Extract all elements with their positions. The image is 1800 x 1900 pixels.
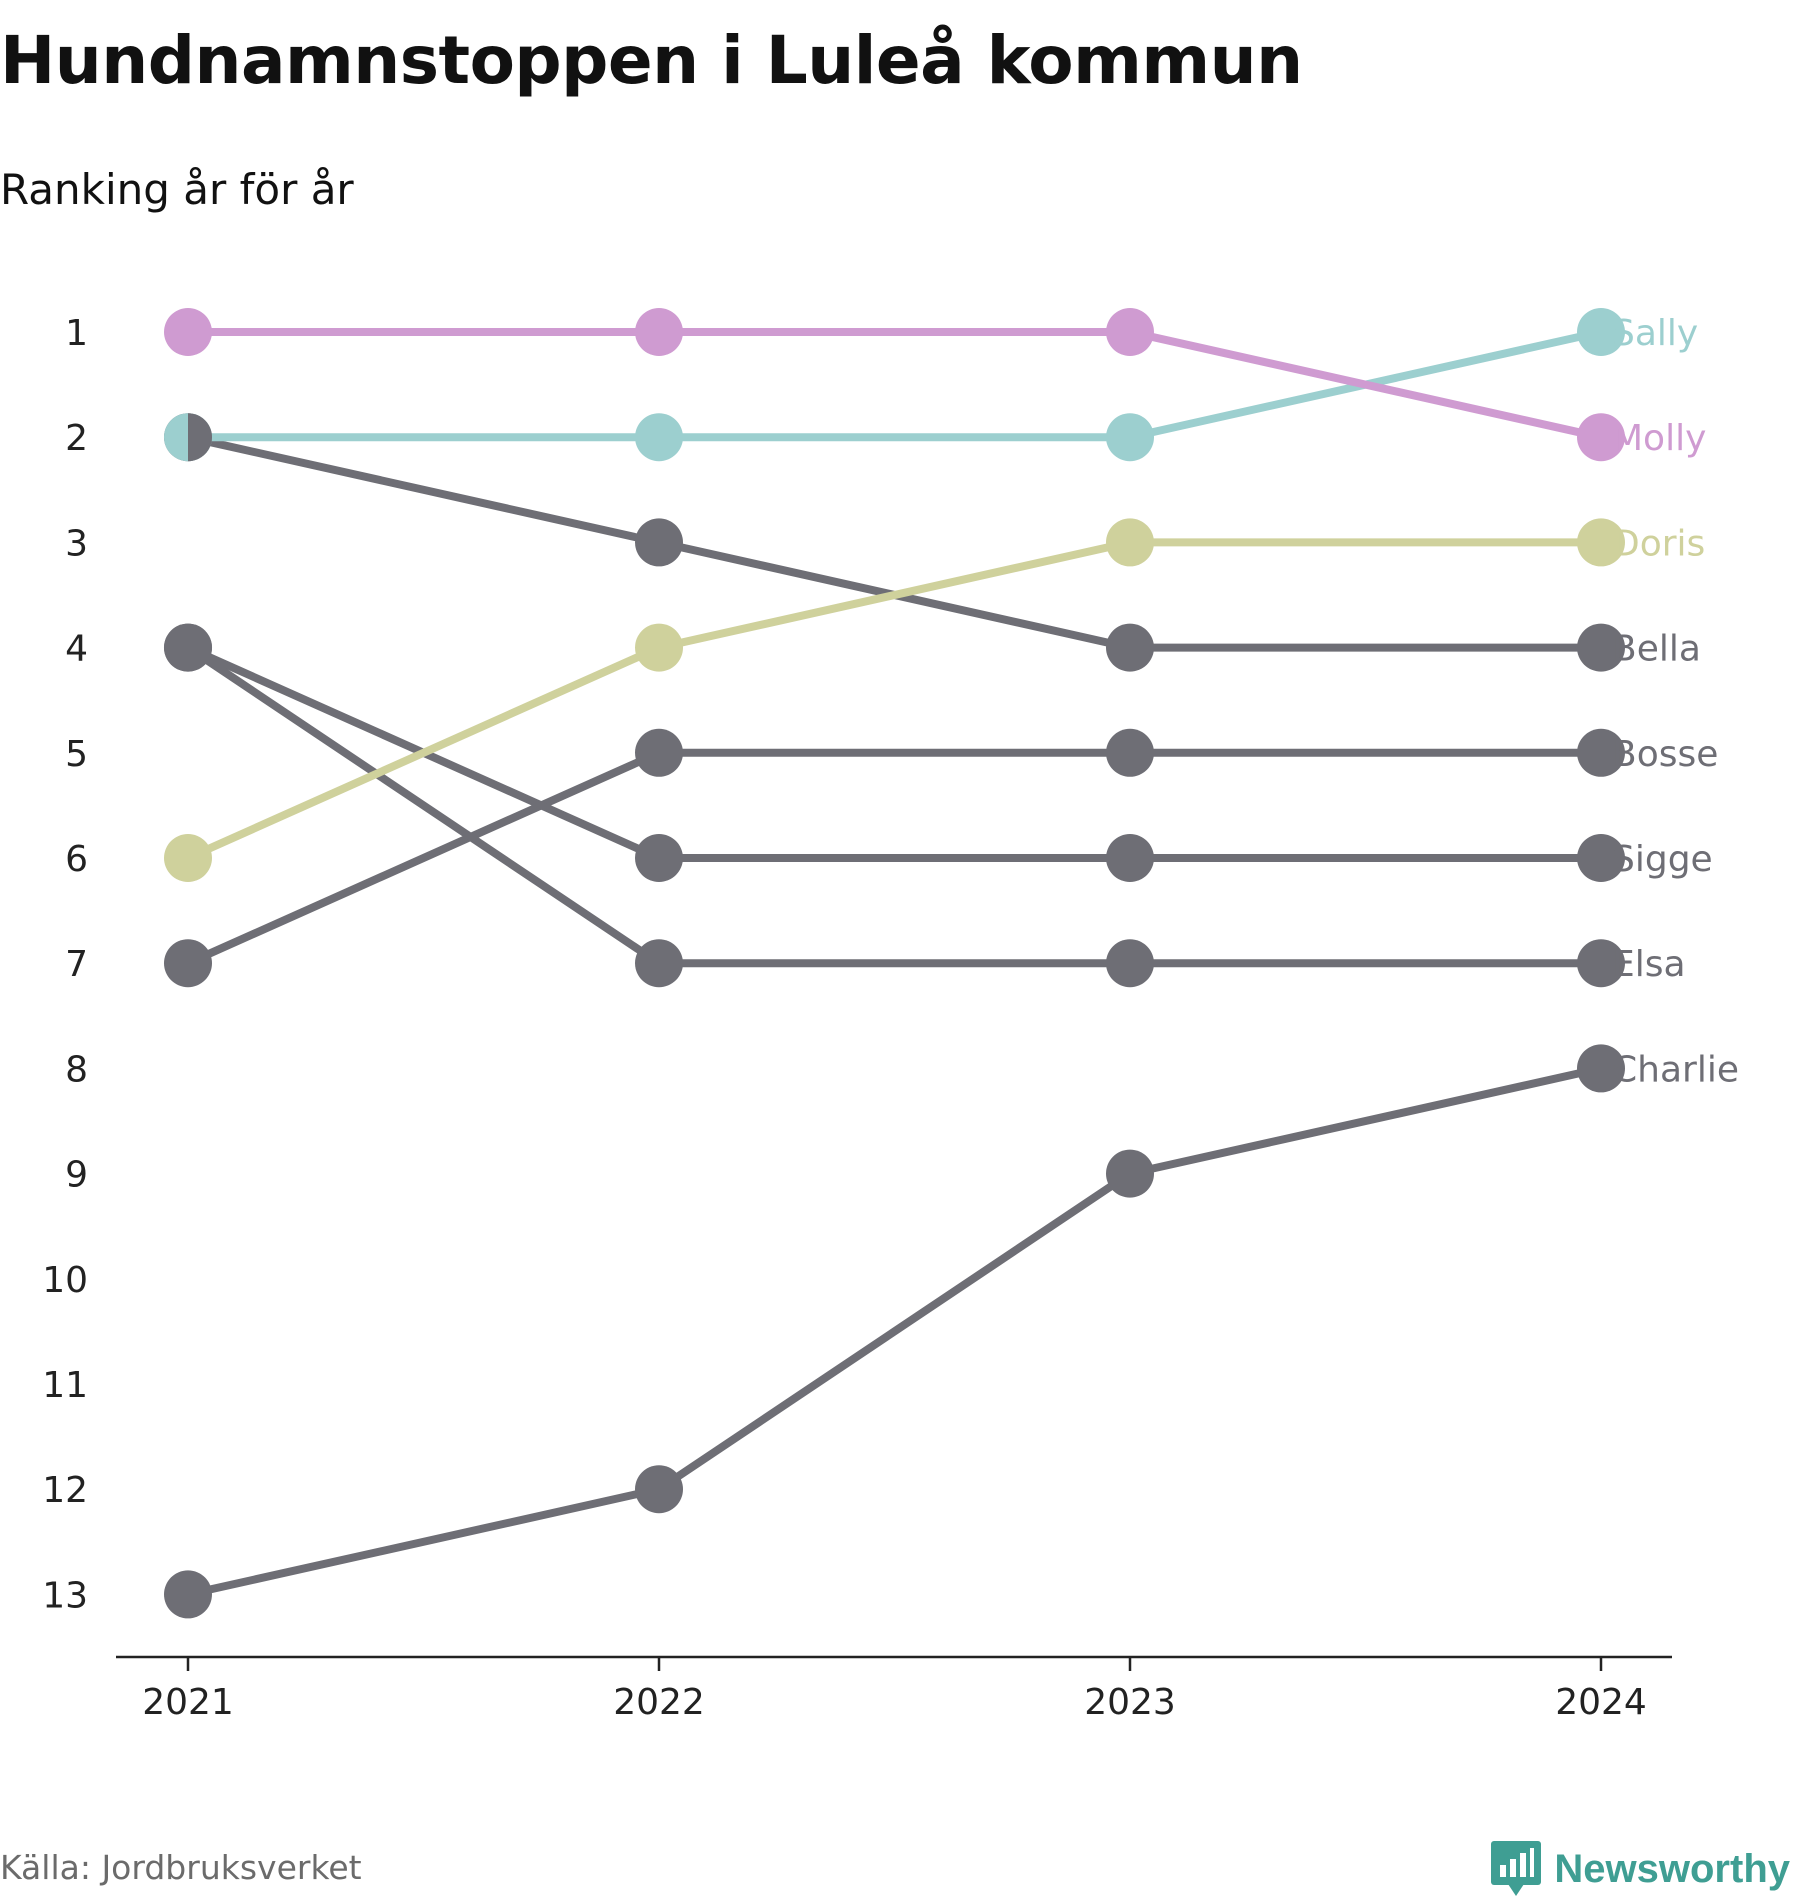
- point-doris-2022: [635, 623, 683, 672]
- point-molly-2022: [635, 308, 683, 356]
- y-tick-label: 12: [42, 1470, 88, 1511]
- point-sally-2022: [635, 413, 683, 462]
- point-sally-2023: [1106, 413, 1154, 462]
- point-bella-2024: [1577, 623, 1625, 672]
- series-line-sally: [184, 328, 1605, 442]
- point-sigge-2022: [635, 834, 683, 882]
- x-tick-label: 2022: [613, 1682, 705, 1723]
- series-label-sally: Sally: [1612, 313, 1698, 354]
- x-axis: 2021 2022 2023 2024: [116, 1655, 1672, 1723]
- point-bella-2021-overlap: [188, 413, 213, 462]
- series-points: [164, 308, 1625, 1619]
- chart-title: Hundnamnstoppen i Luleå kommun: [0, 22, 1303, 99]
- point-elsa-2024: [1577, 939, 1625, 988]
- y-tick-label: 5: [65, 734, 88, 775]
- point-charlie-2022: [635, 1465, 683, 1514]
- point-doris-2024: [1577, 518, 1625, 567]
- x-tick-label: 2023: [1084, 1682, 1176, 1723]
- point-sigge-2024: [1577, 834, 1625, 882]
- y-tick-label: 1: [65, 313, 88, 354]
- brand-logo: Newsworthy: [1490, 1840, 1790, 1898]
- series-label-bosse: Bosse: [1612, 734, 1718, 775]
- y-tick-label: 7: [65, 944, 88, 985]
- y-tick-label: 6: [65, 839, 88, 880]
- series-line-charlie: [184, 1064, 1605, 1599]
- point-molly-2021: [164, 308, 212, 356]
- series-label-sigge: Sigge: [1612, 839, 1713, 880]
- y-tick-label: 4: [65, 629, 88, 670]
- point-molly-2023: [1106, 308, 1154, 356]
- point-sigge-2023: [1106, 834, 1154, 882]
- y-tick-label: 10: [42, 1260, 88, 1301]
- point-bosse-2023: [1106, 728, 1154, 777]
- series-label-molly: Molly: [1612, 418, 1706, 459]
- y-tick-label: 9: [65, 1155, 88, 1196]
- series-lines: [184, 328, 1605, 1599]
- point-charlie-2024: [1577, 1044, 1625, 1093]
- bar-chart-speech-icon: [1491, 1841, 1542, 1896]
- point-doris-2021: [164, 834, 212, 882]
- point-elsa-2021: [164, 623, 212, 672]
- series-label-charlie: Charlie: [1612, 1049, 1739, 1090]
- point-molly-2024: [1577, 413, 1625, 462]
- series-line-elsa: [184, 643, 1605, 968]
- y-tick-label: 11: [42, 1365, 88, 1406]
- point-sally-2024: [1577, 308, 1625, 356]
- point-bella-2022: [635, 518, 683, 567]
- point-bosse-2021: [164, 939, 212, 988]
- chart-subtitle: Ranking år för år: [0, 165, 354, 214]
- x-tick-label: 2024: [1555, 1682, 1647, 1723]
- series-label-elsa: Elsa: [1612, 944, 1686, 985]
- series-labels: Sally Molly Doris Bella Bosse Sigge Elsa Charli…: [1612, 313, 1739, 1090]
- series-line-molly: [184, 328, 1605, 442]
- series-label-bella: Bella: [1612, 629, 1701, 670]
- brand-name: Newsworthy: [1554, 1846, 1790, 1891]
- series-label-doris: Doris: [1612, 523, 1705, 564]
- point-bosse-2024: [1577, 728, 1625, 777]
- y-tick-label: 3: [65, 523, 88, 564]
- point-doris-2023: [1106, 518, 1154, 567]
- y-tick-label: 13: [42, 1575, 88, 1616]
- point-bosse-2022: [635, 728, 683, 777]
- source-note: Källa: Jordbruksverket: [0, 1848, 362, 1887]
- point-charlie-2021: [164, 1570, 212, 1619]
- point-elsa-2023: [1106, 939, 1154, 988]
- series-line-bosse: [184, 748, 1605, 968]
- point-elsa-2022: [635, 939, 683, 988]
- y-tick-label: 8: [65, 1049, 88, 1090]
- series-line-doris: [184, 538, 1605, 862]
- y-tick-label: 2: [65, 418, 88, 459]
- point-charlie-2023: [1106, 1149, 1154, 1198]
- point-bella-2023: [1106, 623, 1154, 672]
- x-tick-label: 2021: [142, 1682, 234, 1723]
